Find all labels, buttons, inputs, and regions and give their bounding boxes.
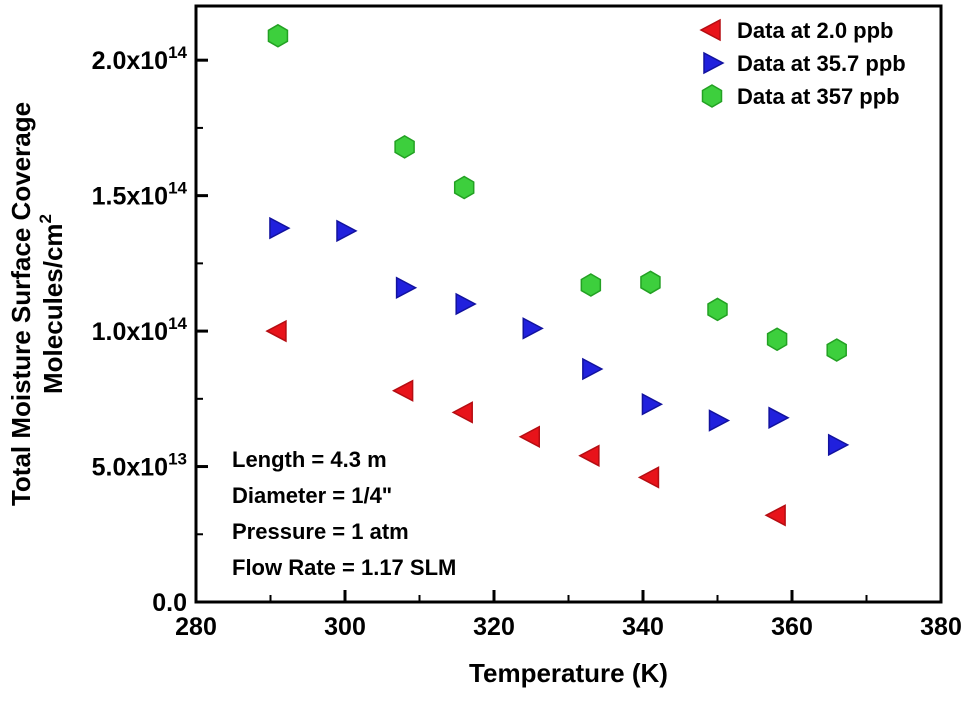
legend: Data at 2.0 ppb Data at 35.7 ppb Data at 3… [699, 18, 906, 109]
data-point [826, 338, 847, 362]
data-point [394, 135, 415, 159]
data-point [453, 175, 475, 200]
y-tick-label: 1.5x1014 [92, 179, 188, 211]
y-axis-title-line2: Molecules/cm2 [36, 214, 68, 394]
y-axis: 0.0 5.0x1013 1.0x1014 1.5x1014 2.0x1014 [92, 43, 208, 617]
data-point [766, 327, 788, 352]
x-axis-title: Temperature (K) [469, 658, 668, 688]
data-point [707, 297, 728, 322]
x-tick-label: 340 [622, 613, 664, 641]
annotation-line: Length = 4.3 m [232, 447, 387, 472]
data-point [827, 433, 850, 457]
data-point [582, 357, 604, 381]
y-tick-label: 0.0 [152, 589, 187, 617]
data-point [580, 273, 602, 297]
series-3 [267, 23, 847, 362]
legend-label: Data at 35.7 ppb [737, 51, 906, 76]
legend-marker [699, 18, 721, 42]
data-point [267, 23, 289, 48]
legend-marker [701, 84, 723, 108]
data-point [269, 216, 291, 240]
data-point [708, 409, 731, 432]
y-axis-title-line1: Total Moisture Surface Coverage [6, 102, 36, 506]
x-tick-label: 360 [771, 613, 813, 641]
legend-label: Data at 357 ppb [737, 84, 900, 109]
data-point [336, 219, 358, 243]
data-point [395, 276, 418, 299]
x-tick-label: 300 [324, 613, 366, 641]
data-point [640, 270, 661, 295]
series-2 [269, 216, 850, 457]
series-1 [265, 319, 786, 527]
data-point [391, 379, 414, 402]
annotation-line: Pressure = 1 atm [232, 519, 409, 544]
data-point [578, 444, 600, 467]
x-axis: 280 300 320 340 360 380 [175, 590, 962, 641]
data-point [451, 401, 473, 424]
x-tick-label: 280 [175, 613, 217, 641]
data-point [518, 425, 540, 448]
parameter-annotations: Length = 4.3 m Diameter = 1/4" Pressure = … [232, 447, 456, 580]
data-point [764, 504, 786, 527]
x-tick-label: 380 [920, 613, 962, 641]
y-tick-label: 1.0x1014 [92, 314, 188, 346]
legend-marker [703, 51, 725, 75]
data-point [641, 392, 664, 416]
data-point [265, 319, 287, 343]
legend-label: Data at 2.0 ppb [737, 18, 893, 43]
annotation-line: Flow Rate = 1.17 SLM [232, 555, 456, 580]
annotation-line: Diameter = 1/4" [232, 483, 392, 508]
y-tick-label: 5.0x1013 [92, 450, 187, 482]
data-point [522, 317, 544, 340]
y-tick-label: 2.0x1014 [92, 43, 188, 75]
data-point [637, 466, 660, 489]
data-point [455, 292, 477, 316]
data-point [768, 406, 790, 430]
x-tick-label: 320 [473, 613, 515, 641]
